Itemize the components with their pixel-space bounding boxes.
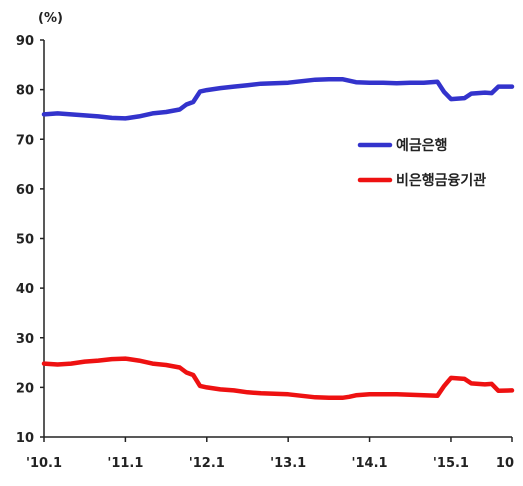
x-tick-label: '13.1 — [270, 456, 306, 471]
series-line-deposit-banks — [41, 76, 515, 121]
y-tick-label: 40 — [16, 282, 34, 297]
y-tick-label: 20 — [16, 381, 34, 396]
legend-label-deposit-banks: 예금은행 — [396, 138, 448, 154]
legend: 예금은행 비은행금융기관 — [357, 138, 486, 189]
x-tick-label: '15.1 — [433, 456, 469, 471]
series-group — [41, 76, 515, 401]
x-tick-label: '11.1 — [107, 456, 143, 471]
y-tick-label: 60 — [16, 183, 34, 198]
y-unit-label: (%) — [38, 11, 63, 26]
y-tick-label: 10 — [16, 431, 34, 446]
x-tick-group: '10.1 '11.1 '12.1 '13.1 '14.1 '15.1 10 — [26, 437, 514, 471]
series-line-non-bank-institutions — [41, 356, 515, 401]
y-tick-group: 10 20 30 40 50 60 70 80 90 — [16, 34, 44, 446]
y-tick-label: 90 — [16, 34, 34, 49]
y-tick-label: 80 — [16, 84, 34, 99]
y-tick-label: 70 — [16, 133, 34, 148]
legend-label-non-bank-institutions: 비은행금융기관 — [396, 172, 486, 189]
chart-axes — [43, 40, 512, 438]
x-tick-label: '10.1 — [26, 456, 62, 471]
y-tick-label: 50 — [16, 233, 34, 248]
y-tick-label: 30 — [16, 332, 34, 347]
x-tick-label: '14.1 — [352, 456, 388, 471]
x-tick-label: 10 — [496, 456, 514, 471]
x-tick-label: '12.1 — [189, 456, 225, 471]
